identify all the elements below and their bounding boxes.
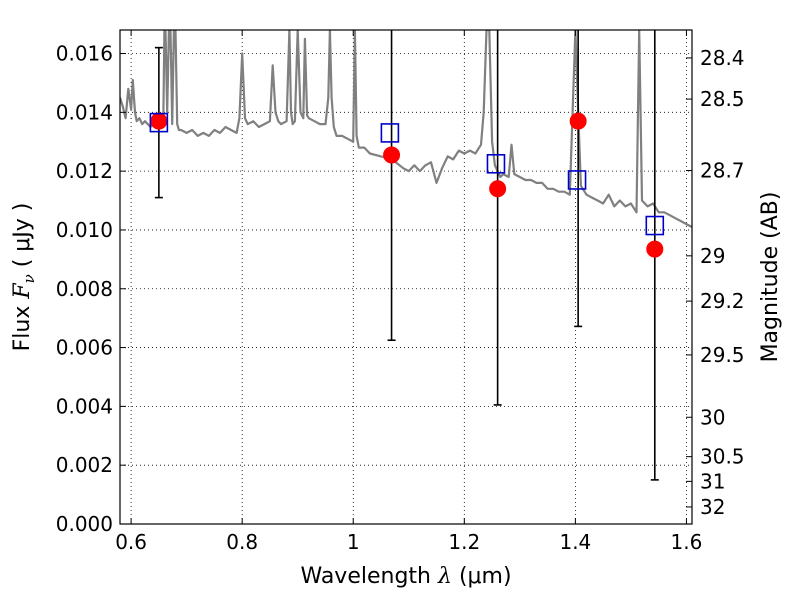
x-tick-label: 1.6 <box>671 530 703 554</box>
y-tick-label: 0.010 <box>56 218 113 242</box>
y2-tick-label: 29 <box>700 244 725 268</box>
y-tick-label: 0.016 <box>56 42 113 66</box>
x-tick-label: 1 <box>347 530 360 554</box>
y2-tick-label: 28.7 <box>700 159 745 183</box>
observed-flux-point <box>383 146 401 164</box>
y-tick-label: 0.002 <box>56 453 113 477</box>
observed-flux-point <box>489 180 507 198</box>
plot-area <box>120 30 692 524</box>
model-photometry-point <box>486 153 506 174</box>
marker-layer <box>149 112 665 258</box>
observed-flux-point <box>646 240 664 258</box>
y-tick-label: 0.014 <box>56 100 113 124</box>
y2-tick-label: 30.5 <box>700 445 745 469</box>
observed-flux-point <box>150 112 168 130</box>
x-tick-label: 1.2 <box>448 530 480 554</box>
x-tick-label: 0.8 <box>226 530 258 554</box>
y2-tick-label: 30 <box>700 405 725 429</box>
y-tick-labels: 0.000 0.002 0.004 0.006 0.008 0.010 0.012 0.014… <box>56 42 113 536</box>
y2-axis-label: Magnitude (AB) <box>758 192 783 363</box>
y-tick-label: 0.012 <box>56 159 113 183</box>
y2-tick-label: 28.5 <box>700 87 745 111</box>
y-tick-label: 0.000 <box>56 512 113 536</box>
y-tick-label: 0.006 <box>56 336 113 360</box>
y2-tick-label: 29.5 <box>700 343 745 367</box>
y2-tick-label: 31 <box>700 469 725 493</box>
y-tick-label: 0.008 <box>56 277 113 301</box>
x-tick-label: 0.6 <box>115 530 147 554</box>
model-photometry-point <box>380 123 400 143</box>
model-spectrum-line <box>120 30 692 228</box>
observed-flux-point <box>569 112 587 130</box>
ticks <box>120 30 692 525</box>
y-tick-label: 0.004 <box>56 394 113 418</box>
y2-tick-label: 29.2 <box>700 289 745 313</box>
spectrum-layer <box>120 30 692 228</box>
grid-lines <box>120 30 692 524</box>
y2-tick-label: 32 <box>700 495 725 519</box>
plot-frame <box>119 29 693 525</box>
y-axis-label: Flux Fν ( μJy ) <box>10 203 38 352</box>
x-tick-labels: 0.6 0.8 1 1.2 1.4 1.6 <box>115 530 702 554</box>
model-photometry-point <box>149 112 169 133</box>
model-photometry-point <box>645 215 665 236</box>
model-photometry-point <box>567 170 587 190</box>
x-axis-label: Wavelength λ (μm) <box>300 564 511 589</box>
x-tick-label: 1.4 <box>559 530 591 554</box>
y2-tick-label: 28.4 <box>700 46 745 70</box>
